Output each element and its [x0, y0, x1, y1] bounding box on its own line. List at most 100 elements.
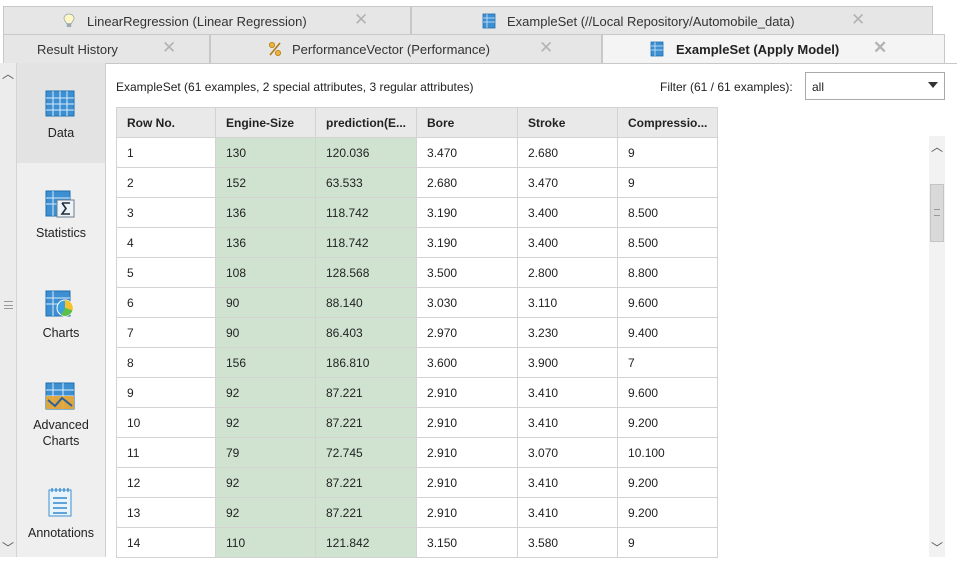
table-cell[interactable]: 9.200: [617, 407, 719, 438]
table-cell[interactable]: 9: [617, 137, 719, 168]
nav-item-data[interactable]: Data: [17, 63, 105, 163]
table-cell[interactable]: 3.410: [517, 467, 619, 498]
table-cell[interactable]: 2.910: [416, 437, 519, 468]
table-row[interactable]: 5 108 128.568 3.500 2.800 8.800: [116, 257, 719, 288]
chevron-down-icon[interactable]: ﹀: [2, 541, 15, 555]
close-icon[interactable]: ✕: [162, 38, 177, 57]
chevron-up-icon[interactable]: ︿: [2, 67, 15, 81]
table-cell[interactable]: 2.910: [416, 467, 519, 498]
table-cell[interactable]: 63.533: [314, 167, 418, 198]
table-cell[interactable]: 3.070: [517, 437, 619, 468]
table-cell[interactable]: 13: [116, 497, 216, 528]
table-cell[interactable]: 90: [215, 317, 316, 348]
table-row[interactable]: 3 136 118.742 3.190 3.400 8.500: [116, 197, 719, 228]
table-cell[interactable]: 110: [215, 527, 316, 558]
table-row[interactable]: 14 110 121.842 3.150 3.580 9: [116, 527, 719, 558]
table-cell[interactable]: 186.810: [314, 347, 418, 378]
table-cell[interactable]: 86.403: [314, 317, 418, 348]
table-cell[interactable]: 136: [215, 227, 316, 258]
table-cell[interactable]: 5: [116, 257, 216, 288]
table-cell[interactable]: 2.680: [416, 167, 519, 198]
table-cell[interactable]: 88.140: [314, 287, 418, 318]
column-header-compression[interactable]: Compressio...: [617, 107, 719, 138]
table-cell[interactable]: 92: [215, 467, 316, 498]
table-cell[interactable]: 92: [215, 377, 316, 408]
table-row[interactable]: 6 90 88.140 3.030 3.110 9.600: [116, 287, 719, 318]
table-cell[interactable]: 9.200: [617, 497, 719, 528]
table-row[interactable]: 11 79 72.745 2.910 3.070 10.100: [116, 437, 719, 468]
table-cell[interactable]: 8: [116, 347, 216, 378]
table-cell[interactable]: 9: [617, 527, 719, 558]
table-cell[interactable]: 3.600: [416, 347, 519, 378]
table-cell[interactable]: 3.410: [517, 407, 619, 438]
table-cell[interactable]: 3.400: [517, 197, 619, 228]
filter-select[interactable]: all: [805, 72, 945, 100]
table-cell[interactable]: 3.410: [517, 377, 619, 408]
table-cell[interactable]: 4: [116, 227, 216, 258]
table-cell[interactable]: 7: [617, 347, 719, 378]
table-cell[interactable]: 8.500: [617, 197, 719, 228]
table-cell[interactable]: 8.500: [617, 227, 719, 258]
nav-scrollbar[interactable]: ︿ ﹀: [0, 63, 17, 557]
table-cell[interactable]: 6: [116, 287, 216, 318]
close-icon[interactable]: ✕: [873, 38, 888, 57]
tab-linear-regression[interactable]: LinearRegression (Linear Regression) ✕: [3, 6, 411, 34]
table-cell[interactable]: 1: [116, 137, 216, 168]
table-cell[interactable]: 14: [116, 527, 216, 558]
table-row[interactable]: 10 92 87.221 2.910 3.410 9.200: [116, 407, 719, 438]
table-cell[interactable]: 8.800: [617, 257, 719, 288]
scroll-grip-icon[interactable]: [4, 301, 13, 309]
tab-exampleset-automobile[interactable]: ExampleSet (//Local Repository/Automobil…: [411, 6, 933, 34]
table-cell[interactable]: 3.150: [416, 527, 519, 558]
close-icon[interactable]: ✕: [851, 10, 866, 29]
table-cell[interactable]: 10: [116, 407, 216, 438]
table-row[interactable]: 7 90 86.403 2.970 3.230 9.400: [116, 317, 719, 348]
table-row[interactable]: 2 152 63.533 2.680 3.470 9: [116, 167, 719, 198]
table-cell[interactable]: 121.842: [314, 527, 418, 558]
table-scrollbar[interactable]: ︿ ﹀: [929, 136, 945, 557]
table-row[interactable]: 13 92 87.221 2.910 3.410 9.200: [116, 497, 719, 528]
table-cell[interactable]: 87.221: [314, 407, 418, 438]
table-cell[interactable]: 3.110: [517, 287, 619, 318]
table-row[interactable]: 8 156 186.810 3.600 3.900 7: [116, 347, 719, 378]
table-cell[interactable]: 118.742: [314, 227, 418, 258]
table-cell[interactable]: 2.910: [416, 497, 519, 528]
table-cell[interactable]: 2.970: [416, 317, 519, 348]
table-cell[interactable]: 9: [116, 377, 216, 408]
table-cell[interactable]: 9.600: [617, 377, 719, 408]
table-cell[interactable]: 2.800: [517, 257, 619, 288]
close-icon[interactable]: ✕: [354, 10, 369, 29]
table-cell[interactable]: 90: [215, 287, 316, 318]
table-cell[interactable]: 136: [215, 197, 316, 228]
table-cell[interactable]: 3.190: [416, 227, 519, 258]
chevron-down-icon[interactable]: ﹀: [931, 541, 944, 555]
table-cell[interactable]: 3.400: [517, 227, 619, 258]
table-cell[interactable]: 92: [215, 497, 316, 528]
tab-result-history[interactable]: Result History ✕: [3, 34, 210, 63]
column-header-stroke[interactable]: Stroke: [517, 107, 619, 138]
table-cell[interactable]: 3.190: [416, 197, 519, 228]
nav-item-statistics[interactable]: Statistics: [17, 163, 105, 263]
table-cell[interactable]: 3.470: [416, 137, 519, 168]
column-header-bore[interactable]: Bore: [416, 107, 519, 138]
table-cell[interactable]: 130: [215, 137, 316, 168]
table-cell[interactable]: 118.742: [314, 197, 418, 228]
table-cell[interactable]: 3.500: [416, 257, 519, 288]
table-cell[interactable]: 108: [215, 257, 316, 288]
nav-item-charts[interactable]: Charts: [17, 263, 105, 363]
scroll-thumb[interactable]: [930, 184, 944, 242]
table-cell[interactable]: 2.910: [416, 407, 519, 438]
column-header-row-no[interactable]: Row No.: [116, 107, 216, 138]
table-cell[interactable]: 7: [116, 317, 216, 348]
table-cell[interactable]: 72.745: [314, 437, 418, 468]
table-row[interactable]: 9 92 87.221 2.910 3.410 9.600: [116, 377, 719, 408]
table-cell[interactable]: 9: [617, 167, 719, 198]
table-cell[interactable]: 120.036: [314, 137, 418, 168]
table-cell[interactable]: 11: [116, 437, 216, 468]
table-cell[interactable]: 9.400: [617, 317, 719, 348]
table-cell[interactable]: 3.580: [517, 527, 619, 558]
table-cell[interactable]: 87.221: [314, 467, 418, 498]
column-header-engine-size[interactable]: Engine-Size: [215, 107, 316, 138]
nav-item-annotations[interactable]: Annotations: [17, 463, 105, 557]
close-icon[interactable]: ✕: [539, 38, 554, 57]
